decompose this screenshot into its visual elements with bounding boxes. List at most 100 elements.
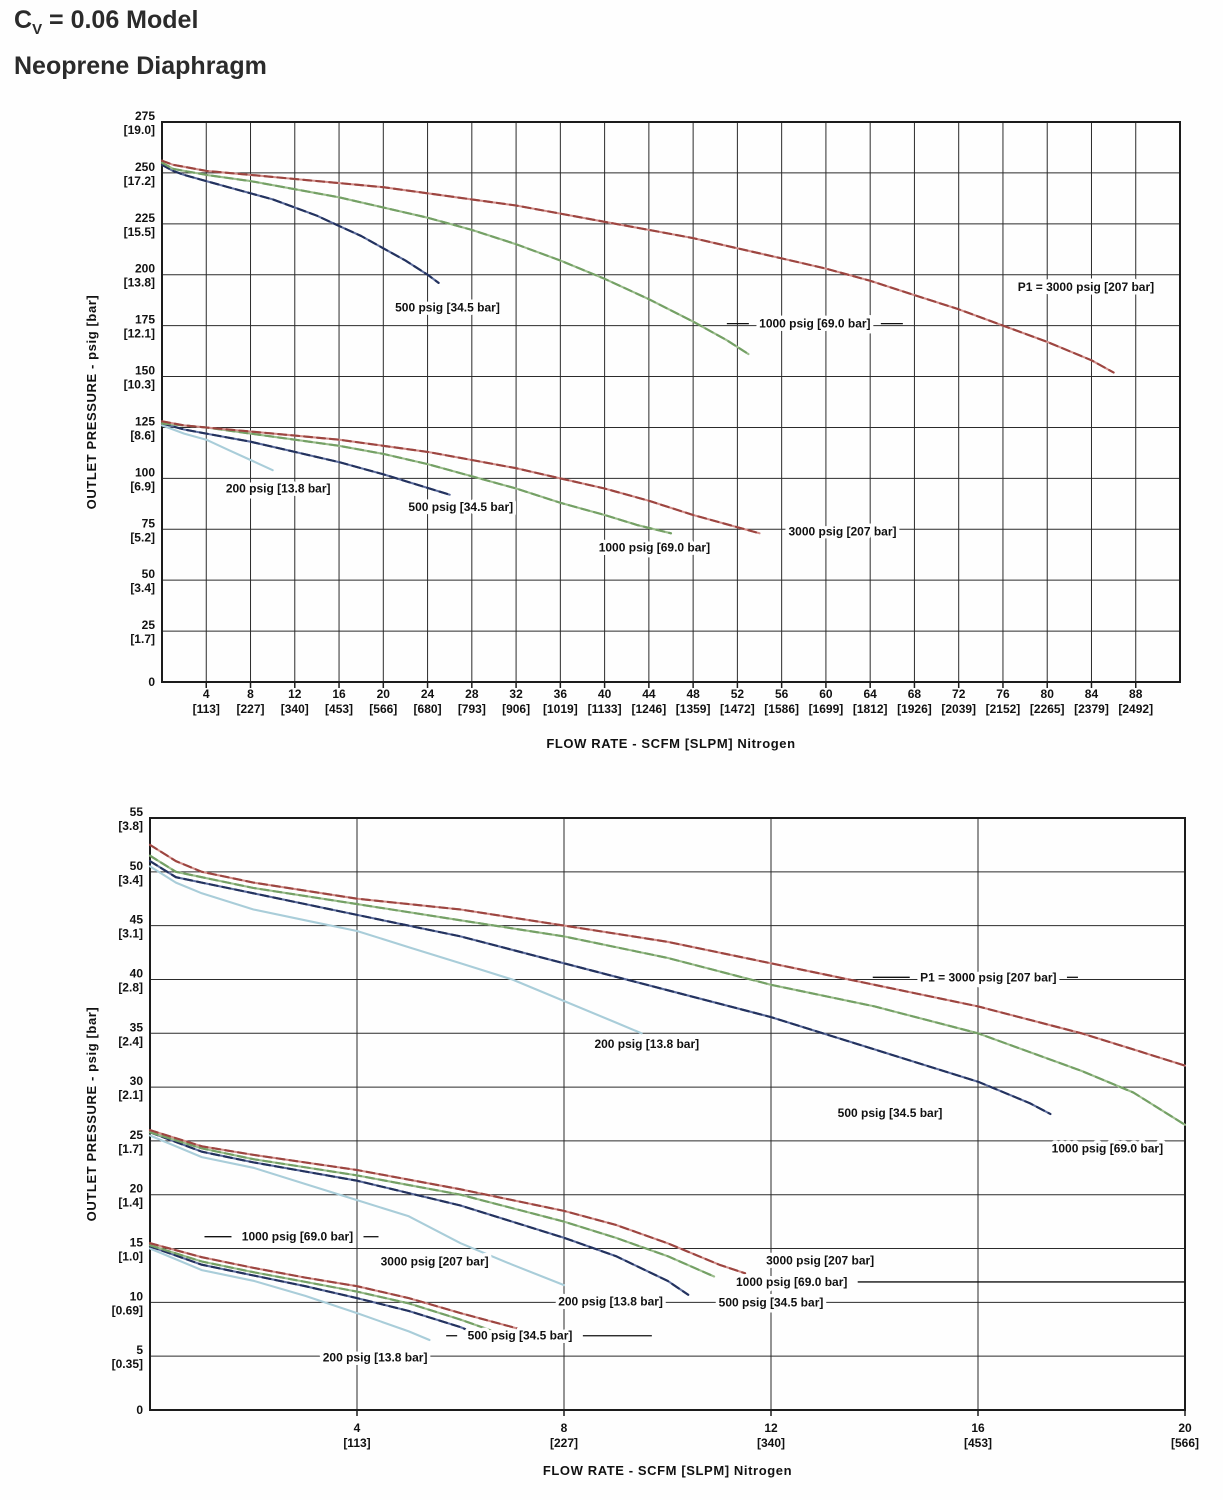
y-tick-psig: 15 [130, 1236, 144, 1250]
y-tick-psig: 75 [142, 516, 156, 530]
grid [162, 122, 1180, 682]
x-tick-slpm: [1359] [676, 702, 711, 716]
y-tick-psig: 20 [130, 1182, 144, 1196]
y-tick-psig: 175 [135, 313, 155, 327]
x-tick-slpm: [1472] [720, 702, 755, 716]
curve-dash-500psig [160, 422, 451, 496]
x-tick-slpm: [2152] [986, 702, 1021, 716]
x-axis-tick-labels: 4[113] 8[227] 12[340] 16[453] 20[566] 24[680]… [193, 683, 1153, 716]
curve-dash-1000psig [148, 1131, 716, 1278]
x-axis-tick-labels: 4[113] 8[227] 12[340] 16[453] 20[566] [343, 1411, 1199, 1450]
x-tick-slpm: [1019] [543, 702, 578, 716]
x-tick-scfm: 4 [203, 687, 210, 701]
curve-label: 3000 psig [207 bar] [766, 1253, 874, 1267]
x-tick-slpm: [1926] [897, 702, 932, 716]
x-tick-scfm: 4 [354, 1421, 361, 1435]
x-tick-slpm: [227] [550, 1436, 578, 1450]
y-tick-bar: [0.69] [112, 1303, 143, 1317]
y-tick-psig: 225 [135, 211, 155, 225]
y-tick-bar: [3.1] [118, 927, 143, 941]
x-tick-slpm: [453] [325, 702, 353, 716]
x-tick-slpm: [1133] [588, 702, 622, 716]
curve-200psig-50set [148, 865, 643, 1035]
x-tick-slpm: [227] [237, 702, 265, 716]
curve-labels: 500 psig [34.5 bar] 1000 psig [69.0 bar] P… [222, 276, 1157, 558]
x-tick-scfm: 40 [598, 687, 612, 701]
y-tick-psig: 100 [135, 465, 155, 479]
x-tick-slpm: [1699] [809, 702, 844, 716]
model-title: CV = 0.06 Model [14, 6, 199, 38]
y-tick-bar: [2.8] [118, 980, 143, 994]
curve-label: 500 psig [34.5 bar] [719, 1295, 824, 1309]
curves [148, 843, 1187, 1342]
curve-dash-500psig [148, 860, 1052, 1116]
y-tick-psig: 50 [130, 859, 144, 873]
y-tick-bar: [1.7] [118, 1142, 143, 1156]
curve-200psig-25set [148, 1134, 566, 1287]
x-tick-slpm: [453] [964, 1436, 992, 1450]
y-tick-bar: [8.6] [130, 428, 155, 442]
curve-label: 1000 psig [69.0 bar] [759, 317, 870, 331]
curve-label: 200 psig [13.8 bar] [226, 482, 331, 496]
curve-label: 1000 psig [69.0 bar] [242, 1230, 353, 1244]
y-tick-psig: 25 [142, 618, 156, 632]
y-tick-bar: [0.35] [112, 1357, 143, 1371]
curve-200psig-125set [160, 424, 274, 472]
curve-label: P1 = 3000 psig [207 bar] [920, 970, 1056, 984]
x-axis-title: FLOW RATE - SCFM [SLPM] Nitrogen [543, 1463, 792, 1478]
curve-label: 3000 psig [207 bar] [788, 524, 896, 538]
x-tick-slpm: [1812] [853, 702, 888, 716]
y-tick-psig: 0 [148, 675, 155, 689]
y-tick-bar: [17.2] [124, 174, 155, 188]
grid [150, 818, 1185, 1410]
x-tick-scfm: 84 [1085, 687, 1099, 701]
x-tick-slpm: [566] [369, 702, 397, 716]
diaphragm-title: Neoprene Diaphragm [14, 52, 267, 80]
curve-dash-1000psig [160, 161, 750, 356]
x-tick-slpm: [113] [193, 702, 220, 716]
y-tick-bar: [1.7] [130, 632, 155, 646]
x-tick-slpm: [340] [281, 702, 309, 716]
x-tick-scfm: 88 [1129, 687, 1143, 701]
curve-label: 500 psig [34.5 bar] [468, 1329, 573, 1343]
y-tick-bar: [5.2] [130, 530, 155, 544]
curve-dash-3000psig [148, 1242, 529, 1333]
curve-500psig-50set [148, 860, 1052, 1116]
curve-dash-3000psig [148, 843, 1187, 1067]
y-tick-psig: 5 [136, 1343, 143, 1357]
x-tick-slpm: [906] [502, 702, 530, 716]
y-tick-bar: [13.8] [124, 276, 155, 290]
curve-3000psig-125set [160, 420, 761, 535]
y-tick-bar: [10.3] [124, 378, 155, 392]
y-axis-title: OUTLET PRESSURE - psig [bar] [84, 295, 99, 510]
x-tick-scfm: 16 [332, 687, 346, 701]
plot-frame [149, 817, 1186, 1411]
x-tick-scfm: 8 [561, 1421, 568, 1435]
curve-label: 500 psig [34.5 bar] [838, 1106, 943, 1120]
x-tick-scfm: 52 [731, 687, 745, 701]
y-tick-bar: [3.4] [118, 873, 143, 887]
y-axis-title: OUTLET PRESSURE - psig [bar] [84, 1007, 99, 1222]
y-tick-psig: 250 [135, 160, 155, 174]
x-tick-scfm: 44 [642, 687, 656, 701]
x-tick-slpm: [2379] [1074, 702, 1109, 716]
curve-label: 200 psig [13.8 bar] [323, 1350, 428, 1364]
x-tick-scfm: 76 [996, 687, 1010, 701]
curve-dash-1000psig [148, 1244, 514, 1339]
y-tick-psig: 10 [130, 1289, 144, 1303]
plot-frame [161, 121, 1181, 683]
curve-labels: P1 = 3000 psig [207 bar] 200 psig [13.8 b… [204, 967, 1185, 1368]
y-tick-psig: 35 [130, 1020, 144, 1034]
y-tick-psig: 150 [135, 364, 155, 378]
curve-label: 1000 psig [69.0 bar] [1052, 1141, 1163, 1155]
x-tick-slpm: [680] [414, 702, 442, 716]
x-tick-scfm: 68 [908, 687, 922, 701]
curve-dash-500psig [148, 1245, 478, 1335]
x-tick-slpm: [113] [343, 1436, 370, 1450]
curve-dash-1000psig [148, 854, 1187, 1126]
curve-200psig-15set [148, 1247, 431, 1342]
curve-dash-3000psig [160, 159, 1115, 374]
y-tick-psig: 125 [135, 414, 155, 428]
y-tick-psig: 25 [130, 1128, 144, 1142]
